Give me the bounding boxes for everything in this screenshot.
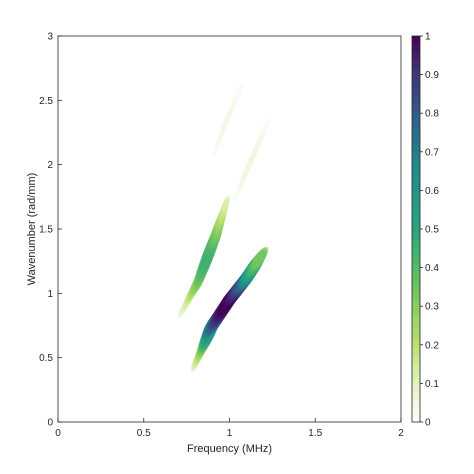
- x-axis-title: Frequency (MHz): [187, 443, 272, 455]
- ridge-1: [190, 246, 269, 372]
- y-tick-label: 1: [47, 289, 53, 300]
- colorbar-tick-label: 0.3: [425, 302, 439, 313]
- colorbar-tick-label: 0.9: [425, 70, 439, 81]
- colorbar-tick-label: 1: [425, 32, 431, 43]
- y-tick-label: 0: [47, 418, 53, 429]
- heatmap-cell: [222, 195, 231, 212]
- ridge-4: [211, 83, 244, 158]
- colorbar-tick-label: 0: [425, 418, 431, 429]
- colorbar-tick-label: 0.4: [425, 263, 439, 274]
- x-tick-label: 1.5: [308, 428, 322, 439]
- x-tick-label: 0: [55, 428, 61, 439]
- y-tick-label: 2: [47, 160, 53, 171]
- y-axis: 0 0.5 1 1.5 2 2.5 3: [39, 32, 62, 429]
- heatmap-cell: [252, 246, 269, 268]
- ridge-3: [232, 116, 272, 203]
- plot-frame: [57, 35, 402, 423]
- colorbar-tick-label: 0.1: [425, 379, 439, 390]
- x-tick-label: 1: [227, 428, 233, 439]
- colorbar-tick-label: 0.6: [425, 186, 439, 197]
- colorbar-tick-label: 0.7: [425, 147, 439, 158]
- y-axis-title: Wavenumber (rad/mm): [26, 173, 38, 286]
- heatmap-cell: [264, 116, 272, 129]
- heatmap-cell: [236, 83, 244, 96]
- colorbar-tick-label: 0.5: [425, 225, 439, 236]
- colorbar-axis: 0 0.1 0.2 0.3 0.4 0.5 0.6 0.7 0.8 0.9 1: [420, 32, 439, 429]
- y-tick-label: 0.5: [39, 353, 53, 364]
- x-axis: 0 0.5 1 1.5 2: [55, 418, 404, 439]
- x-tick-label: 2: [398, 428, 404, 439]
- y-tick-label: 1.5: [39, 225, 53, 236]
- colorbar-tick-label: 0.2: [425, 340, 439, 351]
- heatmap: [177, 83, 272, 372]
- colorbar: [411, 35, 421, 423]
- ridge-2: [177, 195, 231, 320]
- y-tick-label: 2.5: [39, 96, 53, 107]
- x-tick-label: 0.5: [137, 428, 151, 439]
- colorbar-tick-label: 0.8: [425, 109, 439, 120]
- y-tick-label: 3: [47, 32, 53, 43]
